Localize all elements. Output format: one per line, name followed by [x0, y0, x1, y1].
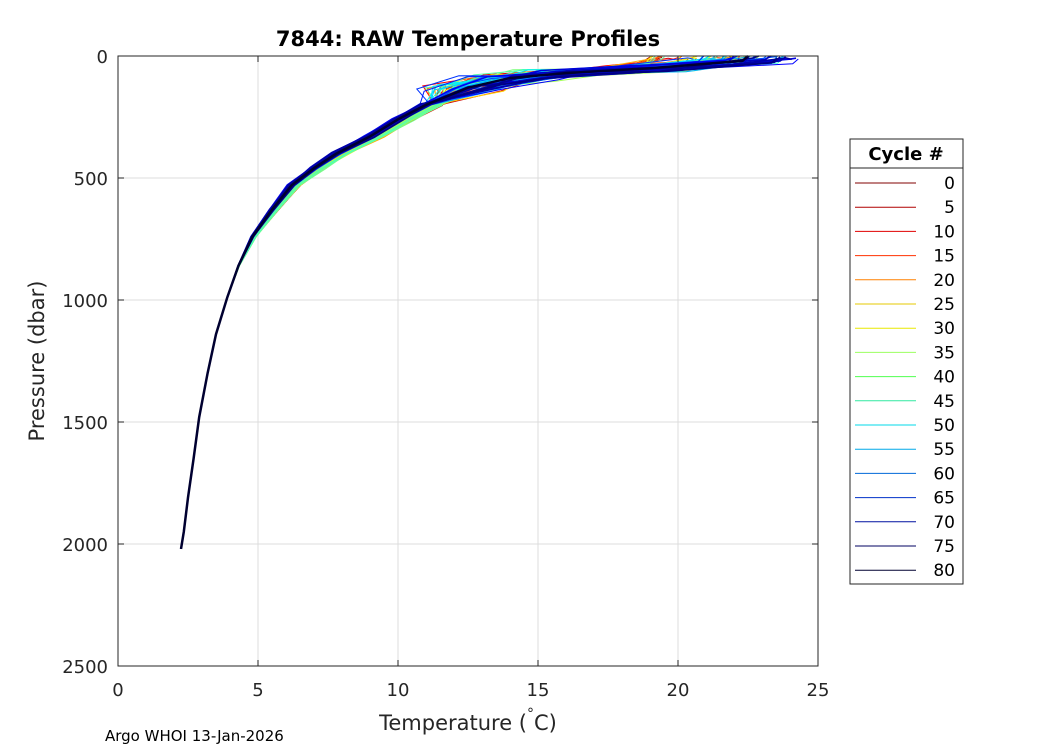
legend-label: 5 — [944, 198, 955, 218]
x-ticks: 0 5 10 15 20 25 — [112, 56, 829, 701]
legend-entries: 0 5 10 15 20 25 30 35 40 45 50 55 60 65 70 75 80 — [855, 174, 955, 581]
y-tick-label: 2000 — [62, 535, 108, 556]
legend-label: 20 — [933, 271, 955, 291]
chart-title: 7844: RAW Temperature Profiles — [276, 27, 660, 51]
x-axis-label-text: Temperature ( — [378, 711, 527, 735]
legend-label: 65 — [933, 489, 955, 509]
x-tick-label: 0 — [112, 680, 123, 701]
legend-label: 40 — [933, 368, 955, 388]
legend-label: 55 — [933, 440, 955, 460]
legend-label: 50 — [933, 416, 955, 436]
legend-label: 30 — [933, 319, 955, 339]
grid — [118, 56, 818, 666]
legend-label: 35 — [933, 343, 955, 363]
x-axis-label: Temperature (°C) — [378, 706, 557, 735]
x-axis-label-unit: C) — [534, 711, 557, 735]
legend-label: 70 — [933, 513, 955, 533]
legend-title: Cycle # — [868, 144, 943, 165]
legend-label: 60 — [933, 464, 955, 484]
y-tick-label: 1500 — [62, 413, 108, 434]
legend-label: 45 — [933, 392, 955, 412]
legend-label: 80 — [933, 561, 955, 581]
axes-box — [117, 55, 819, 667]
y-tick-label: 1000 — [62, 291, 108, 312]
legend-box — [849, 138, 964, 585]
y-tick-label: 0 — [97, 47, 108, 68]
y-ticks: 0 500 1000 1500 2000 2500 — [62, 47, 818, 678]
legend-label: 10 — [933, 222, 955, 242]
x-tick-label: 10 — [387, 680, 410, 701]
legend-label: 0 — [944, 174, 955, 194]
y-axis-label: Pressure (dbar) — [25, 281, 49, 442]
profile-lines — [179, 55, 799, 550]
plot-area — [118, 56, 818, 666]
x-tick-label: 5 — [252, 680, 263, 701]
profile-line-latest — [179, 55, 749, 550]
x-tick-label: 20 — [667, 680, 690, 701]
x-tick-label: 15 — [527, 680, 550, 701]
legend-label: 15 — [933, 247, 955, 267]
legend-label: 25 — [933, 295, 955, 315]
y-tick-label: 2500 — [62, 657, 108, 678]
x-axis-label-degree: ° — [527, 706, 534, 722]
x-tick-label: 25 — [807, 680, 830, 701]
legend-label: 75 — [933, 537, 955, 557]
y-tick-label: 500 — [74, 169, 108, 190]
legend: Cycle # 0 5 10 15 20 25 30 35 40 45 50 55 60 65 70 75 80 — [849, 138, 964, 585]
footer-credit: Argo WHOI 13-Jan-2026 — [105, 727, 284, 745]
